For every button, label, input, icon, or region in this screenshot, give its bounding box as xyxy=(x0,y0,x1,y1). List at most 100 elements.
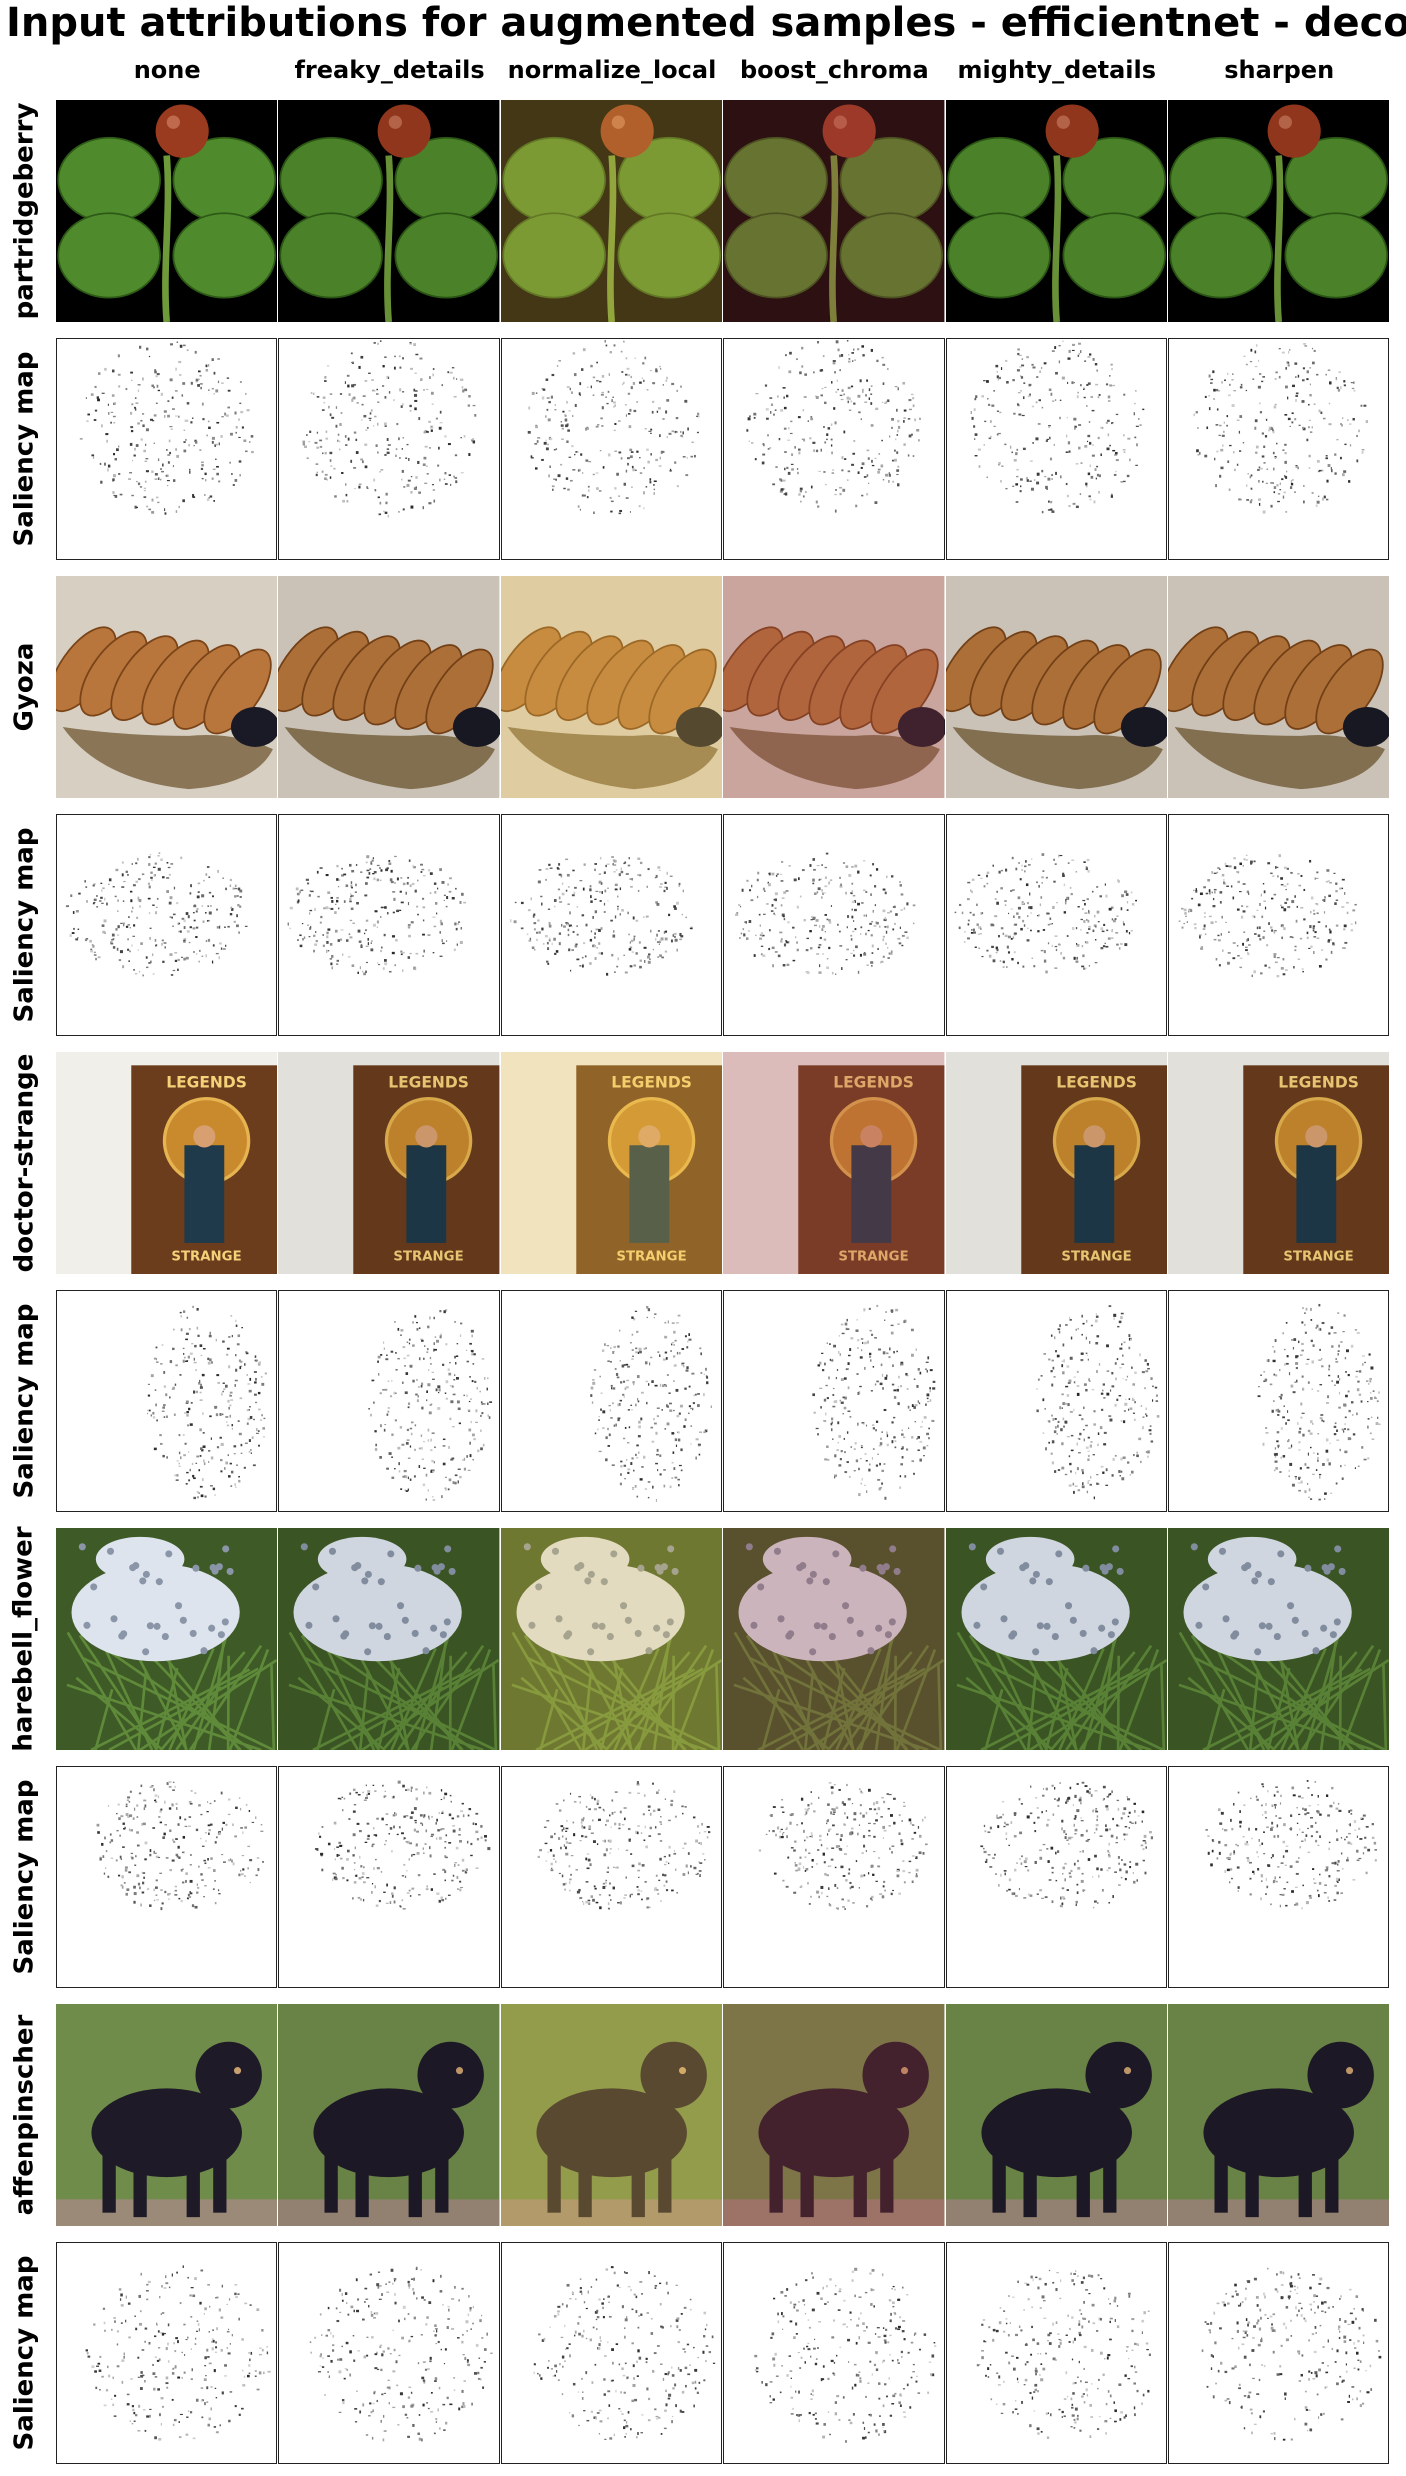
saliency-speck xyxy=(810,417,814,421)
saliency-speck xyxy=(183,1356,186,1359)
saliency-speck xyxy=(627,392,630,395)
saliency-speck xyxy=(1050,1383,1053,1387)
saliency-speck xyxy=(1122,393,1125,396)
saliency-speck xyxy=(1317,1452,1319,1455)
saliency-speck xyxy=(880,464,884,468)
saliency-speck xyxy=(905,1372,908,1376)
saliency-speck xyxy=(235,1368,238,1372)
saliency-speck xyxy=(1032,965,1035,968)
saliency-speck xyxy=(163,1404,166,1407)
saliency-speck xyxy=(1308,426,1310,429)
saliency-speck xyxy=(481,1402,484,1406)
saliency-speck xyxy=(1004,487,1008,490)
saliency-speck xyxy=(649,481,652,484)
saliency-speck xyxy=(1084,1424,1088,1427)
saliency-speck xyxy=(1377,1416,1379,1420)
saliency-speck xyxy=(857,902,861,906)
saliency-speck xyxy=(469,1441,472,1445)
saliency-speck xyxy=(1059,952,1062,955)
saliency-speck xyxy=(590,900,593,903)
saliency-speck xyxy=(350,459,353,463)
saliency-speck xyxy=(753,954,756,957)
saliency-speck xyxy=(1263,462,1266,464)
saliency-speck xyxy=(1130,1366,1133,1369)
saliency-speck xyxy=(659,1473,662,1476)
saliency-speck xyxy=(1088,1340,1090,1344)
saliency-speck xyxy=(834,1400,838,1404)
saliency-speck xyxy=(595,425,599,428)
saliency-speck xyxy=(1300,1402,1303,1406)
saliency-speck xyxy=(784,427,787,430)
saliency-speck xyxy=(234,888,238,890)
saliency-speck xyxy=(325,473,329,476)
saliency-speck xyxy=(897,937,901,940)
saliency-speck xyxy=(187,915,190,919)
saliency-speck xyxy=(645,1380,648,1383)
saliency-speck xyxy=(872,1427,876,1430)
saliency-speck xyxy=(660,450,663,454)
saliency-speck xyxy=(751,442,754,444)
saliency-speck xyxy=(333,467,336,470)
saliency-speck xyxy=(1272,1359,1276,1363)
saliency-speck xyxy=(1042,929,1045,931)
saliency-speck xyxy=(782,479,786,482)
saliency-speck xyxy=(652,484,655,486)
saliency-speck xyxy=(651,1440,655,1443)
saliency-speck xyxy=(471,1334,474,1338)
saliency-speck xyxy=(148,355,151,358)
saliency-speck xyxy=(153,1447,157,1451)
saliency-speck xyxy=(1058,1330,1060,1334)
saliency-speck xyxy=(444,894,447,897)
saliency-speck xyxy=(336,959,340,962)
saliency-speck xyxy=(1219,424,1222,427)
saliency-speck xyxy=(1343,924,1347,928)
saliency-speck xyxy=(147,882,151,885)
saliency-speck xyxy=(1007,951,1010,954)
saliency-speck xyxy=(627,413,631,415)
saliency-speck xyxy=(1015,867,1017,871)
saliency-speck xyxy=(1311,347,1314,350)
saliency-speck xyxy=(186,930,190,933)
saliency-speck xyxy=(672,934,674,937)
saliency-speck xyxy=(834,1454,837,1458)
saliency-speck xyxy=(1245,484,1248,487)
saliency-speck xyxy=(565,477,568,480)
saliency-speck xyxy=(1076,1392,1080,1396)
saliency-speck xyxy=(1007,935,1011,939)
saliency-speck xyxy=(1051,510,1055,513)
saliency-speck xyxy=(1080,918,1083,921)
saliency-speck xyxy=(456,1377,460,1380)
saliency-speck xyxy=(780,409,784,412)
saliency-speck xyxy=(199,1454,202,1457)
augmentation-tint xyxy=(500,100,723,322)
saliency-speck xyxy=(392,935,396,938)
saliency-speck xyxy=(675,901,679,905)
saliency-speck xyxy=(1077,1452,1081,1454)
saliency-speck xyxy=(178,923,180,926)
saliency-speck xyxy=(1243,355,1246,358)
saliency-speck xyxy=(229,913,233,916)
saliency-speck xyxy=(1298,1449,1301,1451)
saliency-speck xyxy=(253,1393,257,1396)
saliency-speck xyxy=(1063,911,1066,914)
saliency-speck xyxy=(1020,376,1023,379)
saliency-speck xyxy=(886,930,888,934)
saliency-speck xyxy=(394,1392,398,1394)
saliency-speck xyxy=(213,500,215,502)
saliency-speck xyxy=(446,896,449,900)
saliency-speck xyxy=(625,1379,629,1382)
saliency-speck xyxy=(635,1456,639,1459)
saliency-speck xyxy=(1136,1451,1138,1454)
saliency-speck xyxy=(1322,1463,1325,1466)
saliency-speck xyxy=(158,477,160,481)
saliency-speck xyxy=(409,952,413,955)
saliency-speck xyxy=(1016,961,1019,965)
saliency-speck xyxy=(797,471,799,475)
saliency-speck xyxy=(871,1390,874,1392)
saliency-speck xyxy=(1154,1386,1157,1389)
saliency-speck xyxy=(423,389,426,391)
saliency-speck xyxy=(112,938,115,940)
saliency-speck xyxy=(573,891,576,895)
saliency-speck xyxy=(1049,500,1052,504)
saliency-speck xyxy=(193,1496,197,1500)
